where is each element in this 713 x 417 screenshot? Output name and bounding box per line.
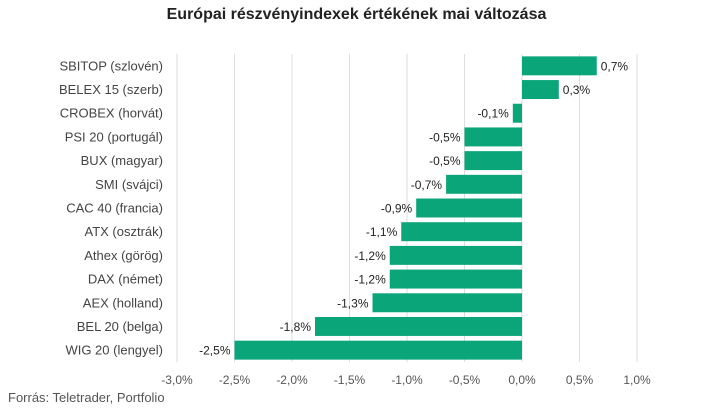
x-tick-label: 1,0% bbox=[623, 373, 651, 387]
bar bbox=[416, 198, 522, 218]
category-label: AEX (holland) bbox=[83, 295, 163, 310]
value-label: -0,7% bbox=[411, 178, 443, 192]
x-tick-label: -0,5% bbox=[449, 373, 481, 387]
x-tick-label: -2,5% bbox=[219, 373, 251, 387]
x-tick-label: -2,0% bbox=[276, 373, 308, 387]
bar bbox=[372, 293, 522, 313]
category-label: SBITOP (szlovén) bbox=[59, 58, 163, 73]
value-label: -0,5% bbox=[429, 130, 461, 144]
bars bbox=[234, 56, 597, 360]
bar bbox=[522, 80, 559, 100]
bar bbox=[234, 340, 522, 360]
value-label: 0,3% bbox=[563, 83, 591, 97]
category-label: DAX (német) bbox=[88, 272, 163, 287]
bar bbox=[464, 127, 522, 147]
value-label: -1,2% bbox=[354, 273, 386, 287]
bar bbox=[446, 174, 522, 194]
value-label: -1,3% bbox=[337, 296, 369, 310]
chart-title: Európai részvényindexek értékének mai vá… bbox=[166, 6, 547, 23]
value-label: -0,9% bbox=[381, 202, 413, 216]
x-tick-label: 0,5% bbox=[566, 373, 594, 387]
source-note: Forrás: Teletrader, Portfolio bbox=[8, 390, 165, 405]
value-label: -1,8% bbox=[280, 320, 312, 334]
value-label: -0,1% bbox=[477, 107, 509, 121]
value-label: -2,5% bbox=[199, 344, 231, 358]
category-label: BELEX 15 (szerb) bbox=[59, 82, 163, 97]
bar bbox=[315, 316, 522, 336]
bar bbox=[522, 56, 597, 76]
bar bbox=[512, 103, 522, 123]
category-label: PSI 20 (portugál) bbox=[65, 129, 163, 144]
category-label: BUX (magyar) bbox=[81, 153, 163, 168]
x-tick-label: -1,5% bbox=[334, 373, 366, 387]
value-label: -1,2% bbox=[354, 249, 386, 263]
category-labels: SBITOP (szlovén) BELEX 15 (szerb) CROBEX (… bbox=[59, 58, 163, 357]
category-label: CAC 40 (francia) bbox=[66, 201, 163, 216]
bar bbox=[389, 269, 522, 289]
value-label: -1,1% bbox=[366, 225, 398, 239]
category-label: Athex (görög) bbox=[84, 248, 163, 263]
category-label: BEL 20 (belga) bbox=[77, 319, 163, 334]
x-tick-label: -1,0% bbox=[391, 373, 423, 387]
x-tick-label: 0,0% bbox=[508, 373, 536, 387]
category-label: CROBEX (horvát) bbox=[60, 106, 163, 121]
category-label: ATX (osztrák) bbox=[85, 224, 164, 239]
value-labels: 0,7% 0,3% -0,1% -0,5% -0,5% -0,7% -0,9% -1,1% -1… bbox=[199, 59, 628, 357]
category-label: WIG 20 (lengyel) bbox=[65, 343, 163, 358]
bar bbox=[464, 151, 522, 171]
x-tick-label: -3,0% bbox=[161, 373, 193, 387]
bar bbox=[389, 245, 522, 265]
value-label: 0,7% bbox=[601, 59, 629, 73]
category-label: SMI (svájci) bbox=[95, 177, 163, 192]
bar bbox=[401, 222, 522, 242]
x-axis-ticks: -3,0% -2,5% -2,0% -1,5% -1,0% -0,5% 0,0% 0,5% 1,… bbox=[161, 373, 651, 387]
value-label: -0,5% bbox=[429, 154, 461, 168]
